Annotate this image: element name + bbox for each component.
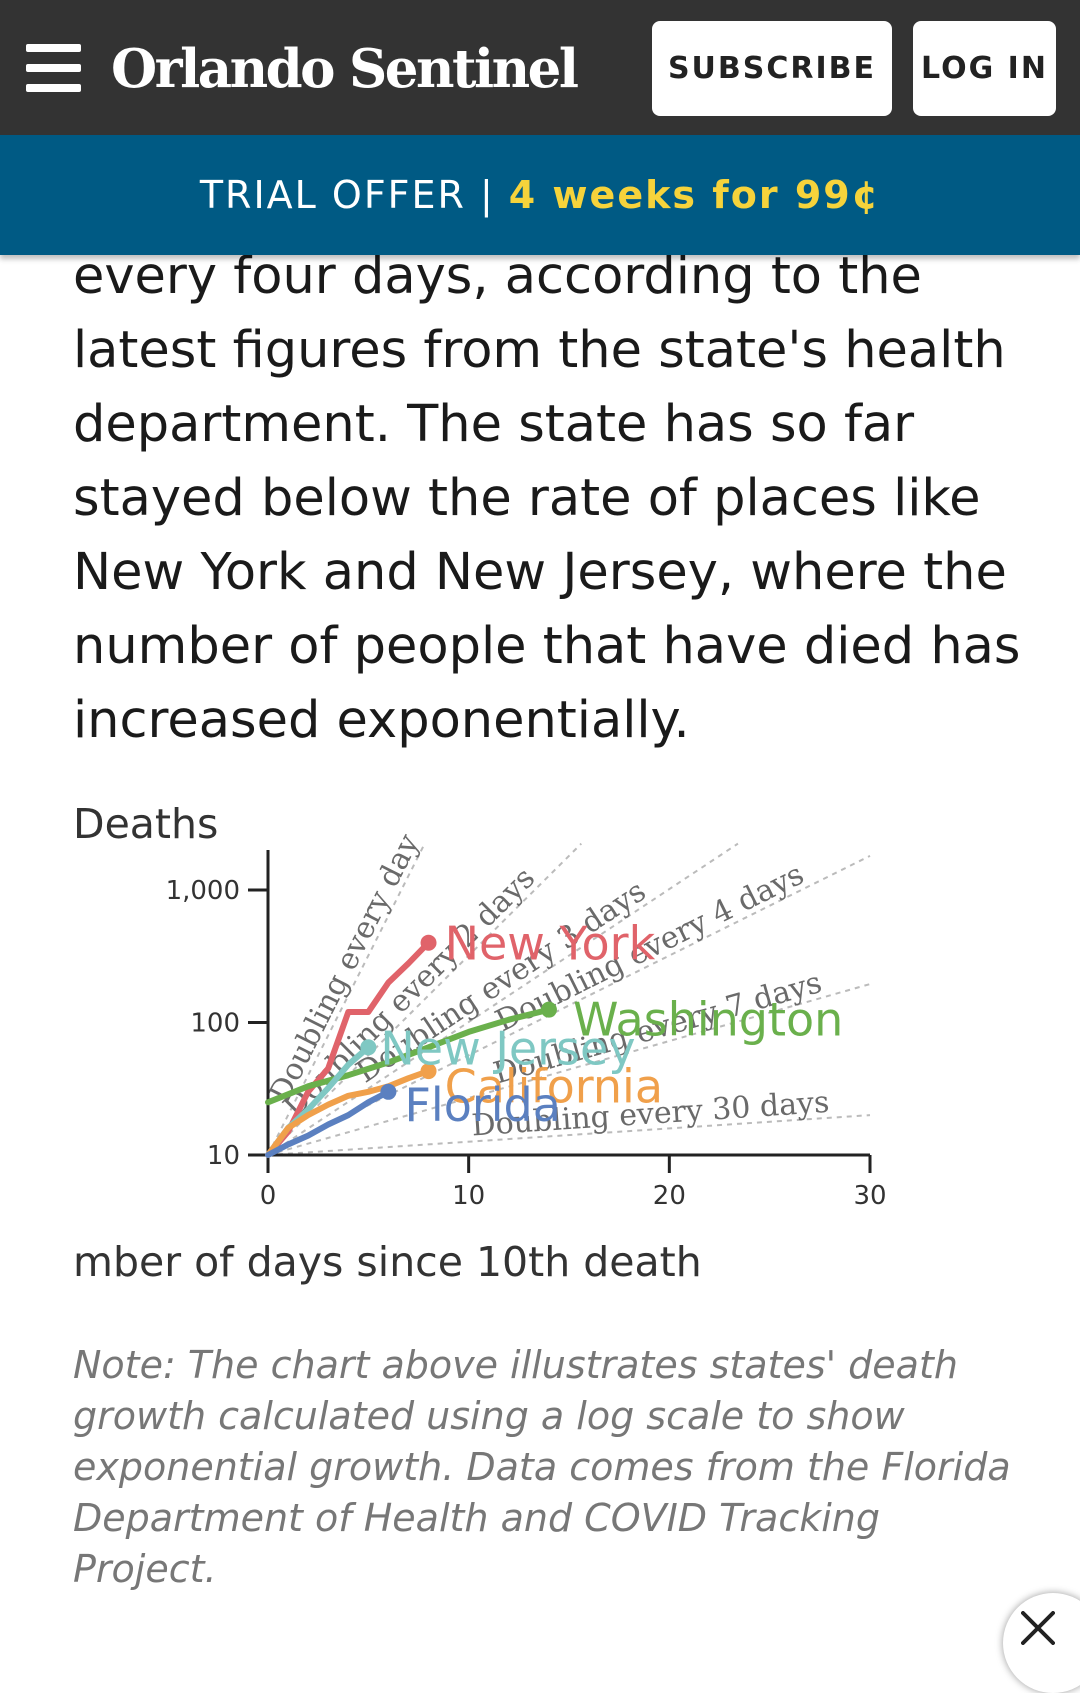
y-tick-label: 10 <box>207 1141 240 1171</box>
article-line: latest figures from the state's health <box>73 321 1006 380</box>
article-line: number of people that have died has <box>73 617 1021 676</box>
article-line: stayed below the rate of places like <box>73 469 981 528</box>
article-body: every four days, according to the latest… <box>73 240 1033 758</box>
login-button[interactable]: LOG IN <box>913 21 1056 116</box>
note-line: Note: The chart above illustrates states… <box>73 1343 958 1387</box>
article-line: New York and New Jersey, where the <box>73 543 1007 602</box>
note-line: Project. <box>73 1547 217 1591</box>
reference-line-doubling-every-2-days <box>267 842 583 1156</box>
series-label-new-jersey: New Jersey <box>380 1022 635 1076</box>
trial-offer-separator: | <box>479 173 495 217</box>
chart-x-axis-label: mber of days since 10th death <box>73 1238 702 1286</box>
reference-line-doubling-every-day <box>267 843 426 1156</box>
article-paragraph: every four days, according to the latest… <box>73 240 1033 758</box>
series-label-california: California <box>445 1059 663 1113</box>
reference-line-doubling-every-7-days <box>267 983 871 1156</box>
trial-offer-banner[interactable]: TRIAL OFFER | 4 weeks for 99¢ <box>0 135 1080 255</box>
x-tick-label: 0 <box>260 1181 277 1211</box>
note-line: growth calculated using a log scale to s… <box>73 1394 905 1438</box>
y-tick-label: 100 <box>190 1009 240 1039</box>
series-label-washington: Washington <box>573 992 843 1046</box>
article-line: department. The state has so far <box>73 395 915 454</box>
chart-note: Note: The chart above illustrates states… <box>73 1340 1033 1595</box>
reference-line-doubling-every-30-days <box>267 1114 871 1156</box>
x-tick-label: 20 <box>653 1181 686 1211</box>
site-logo[interactable]: Orlando Sentinel <box>111 38 579 100</box>
series-endpoint-florida <box>380 1083 397 1100</box>
close-x-icon <box>1021 1611 1055 1645</box>
note-line: Department of Health and COVID Tracking <box>73 1496 880 1540</box>
article-line: every four days, according to the <box>73 247 922 306</box>
x-tick-label: 30 <box>853 1181 886 1211</box>
note-line: exponential growth. Data comes from the … <box>73 1445 1011 1489</box>
series-line-washington <box>265 1006 552 1106</box>
series-endpoint-new-jersey <box>360 1039 377 1056</box>
close-button[interactable] <box>1003 1593 1080 1693</box>
chart-y-axis-label: Deaths <box>73 800 219 848</box>
series-line-california <box>265 1068 432 1158</box>
subscribe-button[interactable]: SUBSCRIBE <box>652 21 892 116</box>
article-line: increased exponentially. <box>73 691 690 750</box>
hamburger-menu-icon[interactable] <box>26 44 81 94</box>
y-tick-label: 1,000 <box>166 876 240 906</box>
site-header: Orlando Sentinel SUBSCRIBE LOG IN <box>0 0 1080 135</box>
series-label-new-york: New York <box>445 916 656 970</box>
x-tick-label: 10 <box>452 1181 485 1211</box>
series-endpoint-california <box>420 1063 437 1080</box>
series-label-florida: Florida <box>404 1078 560 1132</box>
trial-offer-price: 4 weeks for 99¢ <box>508 173 881 217</box>
trial-offer-label: TRIAL OFFER <box>199 173 466 217</box>
reference-line-doubling-every-3-days <box>267 842 739 1156</box>
series-endpoint-washington <box>540 1001 557 1018</box>
series-line-florida <box>265 1088 392 1158</box>
series-endpoint-new-york <box>420 934 437 951</box>
